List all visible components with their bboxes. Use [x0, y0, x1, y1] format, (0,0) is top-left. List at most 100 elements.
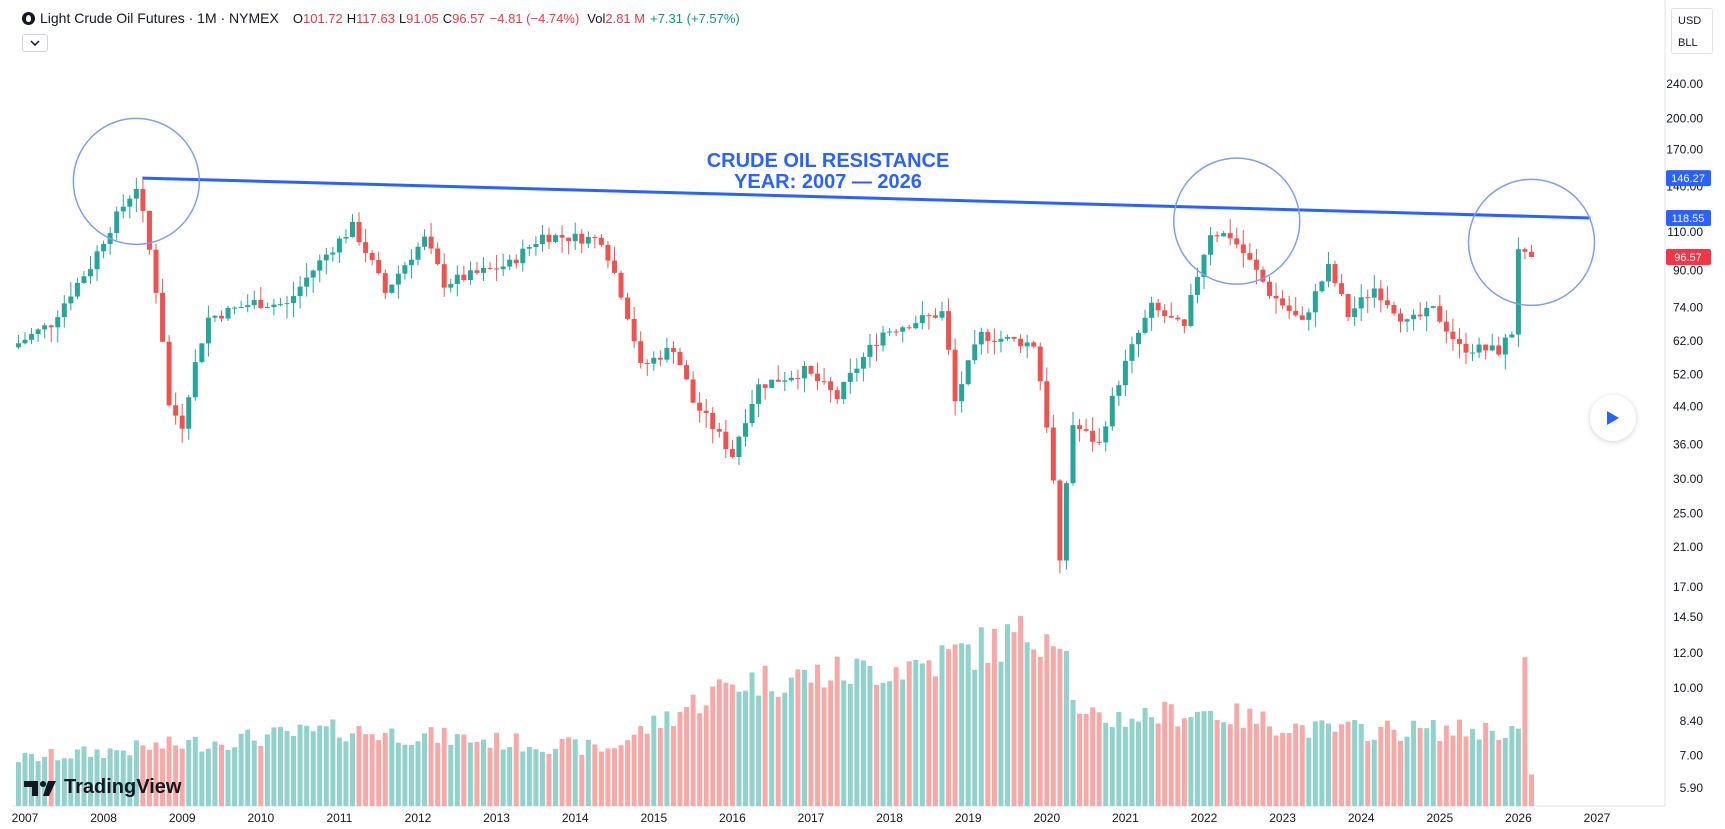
candle-body: [756, 384, 762, 404]
candle-body: [736, 436, 742, 458]
candle-body: [1214, 235, 1220, 237]
volume-bar: [703, 705, 709, 806]
candle-body: [1378, 288, 1384, 301]
candle-body: [1201, 254, 1207, 278]
high-label: H: [346, 10, 357, 26]
candle-body: [697, 402, 703, 411]
candle-body: [1515, 249, 1521, 335]
candle-body: [553, 235, 559, 242]
candle-body: [1221, 233, 1227, 237]
unit-label: BLL: [1678, 37, 1698, 49]
candle-body: [631, 318, 637, 342]
candle-body: [1253, 259, 1259, 270]
volume-bar: [369, 734, 375, 806]
candle-body: [1345, 294, 1351, 318]
candle-body: [1522, 249, 1528, 252]
highlight-circle: [1173, 157, 1301, 285]
volume-bar: [828, 680, 834, 806]
replay-button[interactable]: [1590, 395, 1636, 441]
candle-body: [775, 379, 781, 382]
candle-body: [1339, 283, 1345, 295]
candle-body: [1136, 332, 1141, 345]
candle-body: [42, 325, 48, 330]
volume-bar: [402, 744, 408, 806]
volume-bar: [1463, 736, 1469, 806]
candle-body: [539, 234, 545, 245]
candle-body: [1188, 294, 1194, 326]
volume-bar: [598, 751, 604, 806]
candle-body: [625, 297, 631, 319]
x-tick-label: 2016: [719, 811, 746, 825]
candle-body: [120, 206, 126, 212]
volume-bar: [657, 728, 663, 806]
candle-body: [88, 269, 93, 277]
candle-body: [651, 357, 657, 364]
volume-bar: [225, 749, 231, 806]
volume-bar: [29, 753, 35, 806]
candle-body: [1437, 306, 1443, 322]
candle-body: [1404, 319, 1410, 322]
candle-body: [946, 311, 952, 350]
open-value: 101.72: [302, 10, 343, 26]
volume-bar: [1253, 723, 1259, 806]
candle-body: [1450, 331, 1456, 340]
candle-body: [507, 259, 513, 267]
volume-bar: [513, 733, 519, 806]
volume-bar: [1005, 624, 1010, 806]
collapse-legend-button[interactable]: [22, 34, 48, 52]
candle-body: [684, 365, 690, 380]
candle-body: [408, 259, 414, 266]
x-tick-label: 2025: [1426, 811, 1453, 825]
candle-body: [1280, 298, 1286, 306]
volume-bar: [1155, 723, 1161, 806]
scale-selector[interactable]: USD BLL: [1671, 8, 1713, 54]
candle-body: [1057, 480, 1063, 561]
volume-bar: [1234, 703, 1240, 806]
candle-body: [1496, 345, 1502, 355]
volume-bar: [1247, 708, 1253, 806]
volume-bar: [107, 748, 113, 806]
volume-bar: [1339, 724, 1345, 806]
candle-body: [893, 331, 899, 333]
candle-body: [566, 237, 572, 242]
candle-body: [336, 238, 342, 253]
volume-bar: [363, 734, 369, 806]
candle-body: [146, 210, 152, 250]
close-label: C: [442, 10, 453, 26]
tradingview-logo-icon: [24, 780, 56, 796]
candle-body: [913, 323, 919, 329]
candle-body: [932, 315, 938, 318]
candle-body: [1011, 336, 1017, 339]
price-label-text: 118.55: [1672, 213, 1705, 225]
candle-body: [1365, 297, 1371, 299]
volume-bar: [841, 680, 847, 806]
volume-bar: [1404, 736, 1410, 806]
candle-body: [160, 292, 166, 342]
volume-bar: [461, 734, 467, 806]
candle-body: [1398, 313, 1403, 322]
candle-body: [1299, 315, 1305, 320]
volume-bar: [1286, 733, 1292, 806]
candle-body: [395, 273, 401, 285]
volume-bar: [271, 727, 277, 806]
candle-body: [29, 334, 35, 340]
volume-bar: [199, 751, 205, 806]
candle-body: [461, 274, 467, 280]
volume-bar: [1214, 720, 1220, 806]
volume-bar: [795, 669, 801, 806]
volume-bar: [1063, 650, 1069, 806]
x-tick-label: 2013: [483, 811, 510, 825]
volume-bar: [1260, 711, 1266, 806]
volume-bar: [258, 746, 264, 806]
volume-bar: [1208, 710, 1214, 806]
candle-body: [592, 236, 598, 238]
volume-bar: [743, 690, 748, 806]
tradingview-logo[interactable]: TradingView: [24, 776, 181, 799]
volume-bar: [389, 728, 395, 806]
volume-bar: [1443, 725, 1449, 806]
candle-body: [1005, 336, 1010, 339]
volume-bar: [1083, 714, 1089, 806]
volume-bar: [1037, 657, 1043, 806]
x-tick-label: 2014: [562, 811, 589, 825]
